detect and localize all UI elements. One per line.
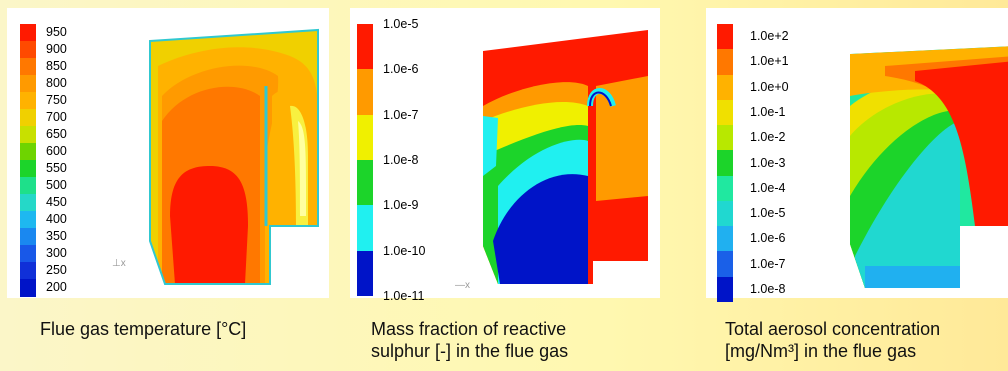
legend-label: 1.0e-5: [750, 206, 786, 221]
axis-glyph: ⊥x: [112, 258, 126, 269]
legend-swatch: [20, 24, 36, 42]
legend-label: 1.0e-5: [383, 17, 419, 31]
legend-sulphur: 1.0e-5 1.0e-6 1.0e-7 1.0e-8 1.0e-9 1.0e-10 1.0…: [357, 18, 447, 303]
legend-label: 550: [46, 161, 67, 175]
legend-swatch: [20, 194, 36, 212]
legend-swatch: [20, 211, 36, 229]
legend-label: 1.0e-11: [383, 289, 425, 303]
axis-glyph: —x: [455, 280, 470, 291]
caption-line: Total aerosol concentration: [725, 319, 941, 339]
legend-swatch: [717, 99, 733, 126]
legend-swatch: [357, 24, 373, 70]
legend-swatch: [20, 262, 36, 280]
aerosol-contour-plot: [850, 46, 1008, 288]
caption-line: Mass fraction of reactive: [371, 319, 567, 339]
legend-label: 200: [46, 280, 67, 294]
legend-label: 300: [46, 246, 67, 260]
legend-label: 900: [46, 42, 67, 56]
legend-swatch: [717, 74, 733, 101]
legend-label: 850: [46, 59, 67, 73]
legend-swatch: [357, 160, 373, 206]
caption-temperature: Flue gas temperature [°C]: [40, 318, 246, 340]
legend-swatch: [20, 177, 36, 195]
legend-swatch: [717, 251, 733, 278]
legend-label: 1.0e-1: [750, 104, 786, 119]
legend-swatch: [357, 205, 373, 252]
legend-label: 1.0e-6: [750, 231, 786, 246]
legend-label: 700: [46, 110, 67, 124]
legend-label: 1.0e+0: [750, 79, 789, 94]
legend-label: 1.0e+2: [750, 29, 789, 44]
legend-label: 1.0e-2: [750, 130, 786, 145]
legend-label: 1.0e-4: [750, 180, 786, 195]
legend-swatch: [717, 200, 733, 227]
legend-label: 800: [46, 76, 67, 90]
legend-label: 1.0e-3: [750, 155, 786, 170]
legend-swatch: [20, 126, 36, 144]
legend-swatch: [20, 228, 36, 246]
legend-swatch: [717, 175, 733, 202]
legend-swatch: [20, 245, 36, 263]
caption-aerosol: Total aerosol concentration [mg/Nm³] in …: [725, 318, 940, 362]
legend-swatch: [20, 143, 36, 161]
legend-label: 250: [46, 263, 67, 277]
legend-swatch: [20, 41, 36, 59]
legend-label: 1.0e-8: [383, 153, 419, 167]
legend-aerosol: 1.0e+2 1.0e+1 1.0e+0 1.0e-1 1.0e-2 1.0e-3 1.0e…: [717, 24, 807, 303]
legend-swatch: [717, 125, 733, 151]
legend-swatch: [20, 279, 36, 297]
legend-label: 950: [46, 25, 67, 39]
legend-label: 750: [46, 93, 67, 107]
legend-label: 1.0e-10: [383, 243, 426, 258]
legend-swatch: [717, 24, 733, 50]
legend-label: 450: [46, 195, 67, 209]
legend-swatch: [717, 150, 733, 177]
legend-label: 400: [46, 212, 67, 226]
legend-swatch: [357, 250, 373, 297]
legend-label: 1.0e-7: [750, 256, 786, 271]
legend-swatch: [20, 92, 36, 110]
temperature-contour-plot: [149, 28, 319, 285]
legend-label: 1.0e-8: [750, 281, 786, 296]
legend-label: 350: [46, 229, 67, 243]
legend-label: 1.0e-9: [383, 198, 419, 213]
legend-label: 1.0e-7: [383, 107, 419, 122]
legend-swatch: [357, 114, 373, 161]
legend-swatch: [20, 75, 36, 93]
legend-swatch: [357, 69, 373, 116]
sulphur-contour-plot: [483, 30, 648, 284]
legend-label: 650: [46, 127, 67, 141]
caption-line: sulphur [-] in the flue gas: [371, 341, 569, 361]
caption-line: Flue gas temperature [°C]: [40, 319, 247, 339]
legend-swatch: [20, 109, 36, 127]
legend-label: 600: [46, 144, 67, 158]
legend-swatch: [20, 58, 36, 76]
caption-line: [mg/Nm³] in the flue gas: [725, 341, 917, 361]
legend-label: 500: [46, 178, 67, 192]
legend-swatch: [717, 49, 733, 76]
legend-swatch: [20, 160, 36, 178]
legend-swatch: [717, 276, 733, 303]
legend-label: 1.0e-6: [383, 62, 419, 77]
legend-temperature: 950 900 850 800 750 700 650 600 550 500 450 400 350 3…: [20, 24, 90, 297]
legend-label: 1.0e+1: [750, 54, 789, 69]
legend-swatch: [717, 226, 733, 252]
caption-sulphur: Mass fraction of reactive sulphur [-] in…: [371, 318, 568, 362]
